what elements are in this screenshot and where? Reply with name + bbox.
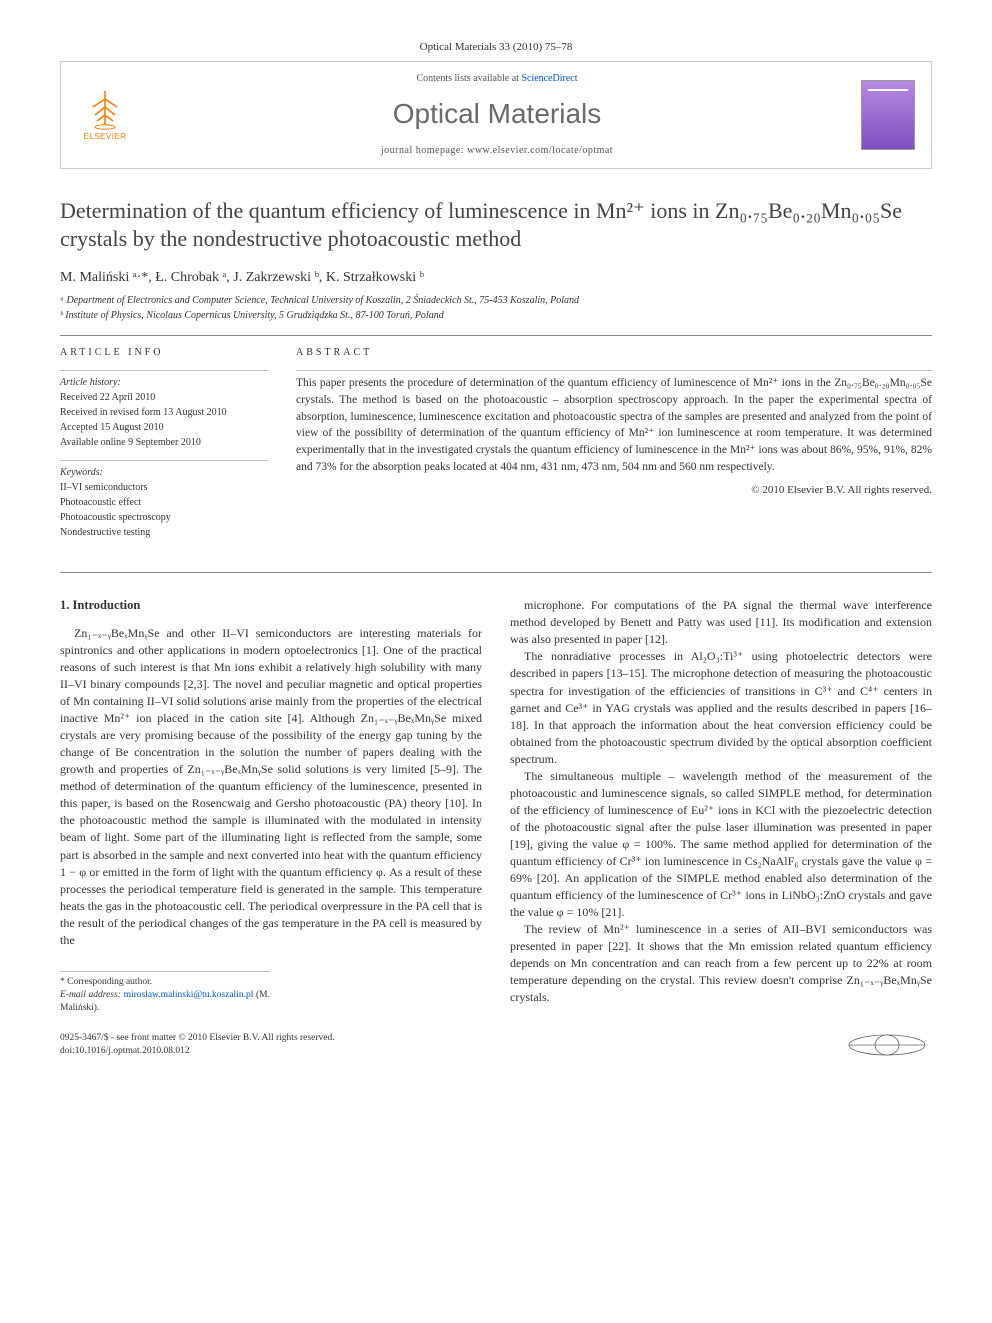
history-label: Article history: xyxy=(60,375,268,390)
homepage-prefix: journal homepage: xyxy=(381,145,467,156)
divider xyxy=(60,460,268,461)
elsevier-logo[interactable]: ELSEVIER xyxy=(77,84,133,146)
publisher-mark-icon xyxy=(842,1032,932,1058)
journal-cover-thumbnail[interactable] xyxy=(861,80,915,150)
abstract-copyright: © 2010 Elsevier B.V. All rights reserved… xyxy=(296,483,932,498)
corresponding-email[interactable]: miroslaw.malinski@tu.koszalin.pl xyxy=(124,990,254,1000)
article-info-column: ARTICLE INFO Article history: Received 2… xyxy=(60,346,268,550)
affiliation-a: ᵃ Department of Electronics and Computer… xyxy=(60,293,932,308)
keyword: Nondestructive testing xyxy=(60,525,268,540)
divider xyxy=(296,370,932,371)
section-heading-introduction: 1. Introduction xyxy=(60,597,482,615)
corresponding-note: * Corresponding author. xyxy=(60,976,270,989)
abstract-text: This paper presents the procedure of det… xyxy=(296,375,932,475)
body-text: 1. Introduction Zn₁₋ₓ₋ᵧBeₓMnᵧSe and othe… xyxy=(60,597,932,1015)
email-note: E-mail address: miroslaw.malinski@tu.kos… xyxy=(60,989,270,1016)
contents-prefix: Contents lists available at xyxy=(416,73,521,84)
history-item: Received in revised form 13 August 2010 xyxy=(60,405,268,420)
body-paragraph: The nonradiative processes in Al₂O₃:Ti³⁺… xyxy=(510,648,932,767)
body-paragraph: The review of Mn²⁺ luminescence in a ser… xyxy=(510,921,932,1006)
page-footer: 0925-3467/$ - see front matter © 2010 El… xyxy=(60,1032,932,1059)
homepage-line: journal homepage: www.elsevier.com/locat… xyxy=(149,144,845,158)
abstract-column: ABSTRACT This paper presents the procedu… xyxy=(296,346,932,550)
footnotes: * Corresponding author. E-mail address: … xyxy=(60,971,270,1016)
page: Optical Materials 33 (2010) 75–78 ELSEVI… xyxy=(0,0,992,1098)
history-item: Received 22 April 2010 xyxy=(60,390,268,405)
history-item: Available online 9 September 2010 xyxy=(60,435,268,450)
authors: M. Maliński ᵃ·*, Ł. Chrobak ᵃ, J. Zakrze… xyxy=(60,268,932,288)
footer-left: 0925-3467/$ - see front matter © 2010 El… xyxy=(60,1032,335,1059)
header-box: ELSEVIER Contents lists available at Sci… xyxy=(60,61,932,168)
info-abstract-row: ARTICLE INFO Article history: Received 2… xyxy=(60,346,932,550)
elsevier-label: ELSEVIER xyxy=(83,131,126,142)
keywords-label: Keywords: xyxy=(60,465,268,480)
sciencedirect-link[interactable]: ScienceDirect xyxy=(521,73,577,84)
body-paragraph: Zn₁₋ₓ₋ᵧBeₓMnᵧSe and other II–VI semicond… xyxy=(60,625,482,949)
keyword: Photoacoustic effect xyxy=(60,495,268,510)
body-paragraph: The simultaneous multiple – wavelength m… xyxy=(510,768,932,921)
contents-line: Contents lists available at ScienceDirec… xyxy=(149,72,845,86)
keywords: Keywords: II–VI semiconductors Photoacou… xyxy=(60,465,268,540)
affiliation-b: ᵇ Institute of Physics, Nicolaus Coperni… xyxy=(60,308,932,323)
header-center: Contents lists available at ScienceDirec… xyxy=(149,72,845,157)
keyword: Photoacoustic spectroscopy xyxy=(60,510,268,525)
abstract-label: ABSTRACT xyxy=(296,346,932,360)
history-item: Accepted 15 August 2010 xyxy=(60,420,268,435)
divider xyxy=(60,572,932,573)
body-paragraph: microphone. For computations of the PA s… xyxy=(510,597,932,648)
header-meta: Optical Materials 33 (2010) 75–78 xyxy=(60,40,932,55)
email-label: E-mail address: xyxy=(60,990,124,1000)
elsevier-tree-icon xyxy=(83,87,127,131)
divider xyxy=(60,335,932,336)
article-history: Article history: Received 22 April 2010 … xyxy=(60,375,268,450)
keyword: II–VI semiconductors xyxy=(60,480,268,495)
homepage-url[interactable]: www.elsevier.com/locate/optmat xyxy=(467,145,613,156)
article-title: Determination of the quantum efficiency … xyxy=(60,197,932,254)
divider xyxy=(60,370,268,371)
footer-doi: doi:10.1016/j.optmat.2010.08.012 xyxy=(60,1045,335,1058)
footer-front-matter: 0925-3467/$ - see front matter © 2010 El… xyxy=(60,1032,335,1045)
affiliations: ᵃ Department of Electronics and Computer… xyxy=(60,293,932,323)
article-info-label: ARTICLE INFO xyxy=(60,346,268,360)
journal-name: Optical Materials xyxy=(149,94,845,133)
